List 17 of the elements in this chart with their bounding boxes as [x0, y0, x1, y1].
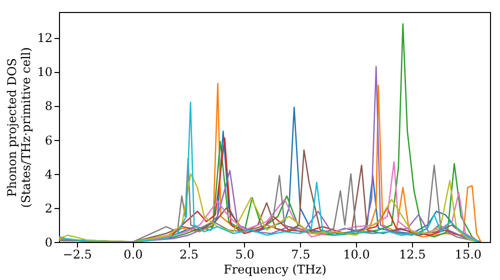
x-tick-label: 0.0 — [124, 248, 143, 262]
x-tick-label: 10.0 — [343, 248, 370, 262]
x-tick-label: 15.0 — [454, 248, 482, 262]
y-tick-label: 4 — [44, 167, 53, 182]
x-tick-label: 7.5 — [291, 248, 310, 262]
y-tick-label: 10 — [37, 65, 52, 80]
x-tick-label: 2.5 — [179, 248, 199, 262]
y-tick-label: 0 — [44, 236, 52, 250]
y-tick-label: 2 — [44, 201, 52, 216]
x-tick-label: 5.0 — [235, 248, 254, 262]
y-axis-title: Phonon projected DOS (States/THz·primitive cell) — [5, 47, 34, 208]
y-tick-label: 12 — [37, 31, 52, 46]
x-tick-label: −2.5 — [62, 248, 92, 262]
y-tick-label: 8 — [44, 99, 52, 114]
y-tick-label: 6 — [44, 133, 52, 148]
x-tick-label: 12.5 — [398, 248, 426, 262]
x-axis-title: Frequency (THz) — [224, 262, 326, 276]
